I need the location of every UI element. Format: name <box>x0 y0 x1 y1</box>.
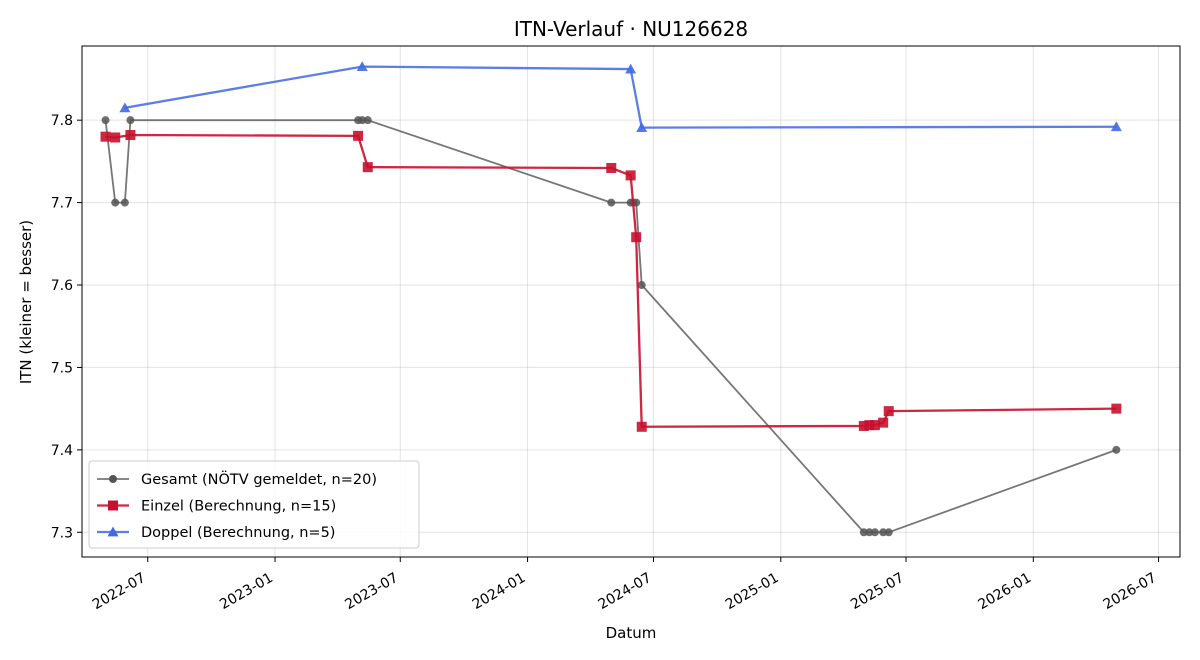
data-point <box>637 281 646 290</box>
x-tick-label: 2024-01 <box>470 570 529 613</box>
data-point <box>858 420 869 431</box>
series-markers <box>100 130 1122 432</box>
y-tick-label: 7.6 <box>51 278 73 294</box>
legend-label: Gesamt (NÖTV gemeldet, n=20) <box>141 470 377 488</box>
legend: Gesamt (NÖTV gemeldet, n=20) Einzel (Bere… <box>88 460 420 549</box>
series-line <box>105 133 1117 428</box>
data-point <box>625 170 636 181</box>
series-line <box>124 65 1117 129</box>
x-tick-label: 2025-07 <box>848 570 907 613</box>
chart-title: ITN-Verlauf · NU126628 <box>514 17 748 41</box>
y-tick-label: 7.3 <box>51 525 73 541</box>
legend-marker <box>108 500 118 511</box>
data-point <box>110 132 121 143</box>
data-point <box>101 116 110 125</box>
data-point <box>356 61 368 72</box>
series-layer <box>100 61 1122 537</box>
data-point <box>358 116 367 125</box>
x-tick-label: 2025-01 <box>723 570 782 613</box>
legend-label: Einzel (Berechnung, n=15) <box>141 499 336 515</box>
data-point <box>1112 445 1121 454</box>
data-point <box>353 130 364 141</box>
x-axis: 2022-07 2023-01 2023-07 2024-01 2024-07 2025-… <box>90 557 1159 613</box>
legend-marker <box>109 475 117 483</box>
y-axis-label: ITN (kleiner = besser) <box>17 220 35 384</box>
legend-entry: Gesamt (NÖTV gemeldet, n=20) <box>97 470 377 488</box>
y-tick-label: 7.5 <box>51 360 73 376</box>
series-markers <box>101 116 1121 537</box>
legend-entry: Doppel (Berechnung, n=5) <box>97 525 335 541</box>
legend-marker <box>107 526 119 537</box>
x-tick-label: 2023-07 <box>342 570 401 613</box>
x-axis-label: Datum <box>606 624 657 642</box>
x-tick-label: 2024-07 <box>596 570 655 613</box>
series-1 <box>100 130 1122 432</box>
data-point <box>870 528 879 537</box>
data-point <box>636 421 647 432</box>
data-point <box>100 131 111 142</box>
data-point <box>362 162 373 173</box>
legend-entry: Einzel (Berechnung, n=15) <box>97 499 336 515</box>
data-point <box>125 130 136 141</box>
legend-label: Doppel (Berechnung, n=5) <box>141 525 335 541</box>
data-point <box>111 198 120 207</box>
data-point <box>606 162 617 173</box>
data-point <box>883 406 894 417</box>
data-point <box>120 198 129 207</box>
legend-box <box>88 460 420 549</box>
data-point <box>126 116 135 125</box>
data-point <box>879 528 888 537</box>
series-2 <box>119 61 1122 132</box>
data-point <box>865 528 874 537</box>
data-point <box>864 420 875 431</box>
data-point <box>119 102 131 113</box>
plot-frame <box>81 45 1181 558</box>
data-point <box>878 417 889 428</box>
data-point <box>625 63 637 74</box>
series-markers <box>119 61 1122 132</box>
data-point <box>363 116 372 125</box>
x-tick-label: 2023-01 <box>217 570 276 613</box>
y-axis: 7.3 7.4 7.5 7.6 7.7 7.8 <box>51 113 82 541</box>
data-point <box>631 232 642 243</box>
y-tick-label: 7.8 <box>51 113 73 129</box>
data-point <box>869 420 880 431</box>
data-point <box>1111 403 1122 414</box>
data-point <box>884 528 893 537</box>
y-tick-label: 7.7 <box>51 196 73 212</box>
x-tick-label: 2026-07 <box>1101 570 1160 613</box>
data-point <box>1110 121 1122 132</box>
x-tick-label: 2022-07 <box>90 570 149 613</box>
y-tick-label: 7.4 <box>51 443 73 459</box>
data-point <box>859 528 868 537</box>
data-point <box>636 122 648 132</box>
data-point <box>607 198 616 207</box>
x-tick-label: 2026-01 <box>975 570 1034 613</box>
